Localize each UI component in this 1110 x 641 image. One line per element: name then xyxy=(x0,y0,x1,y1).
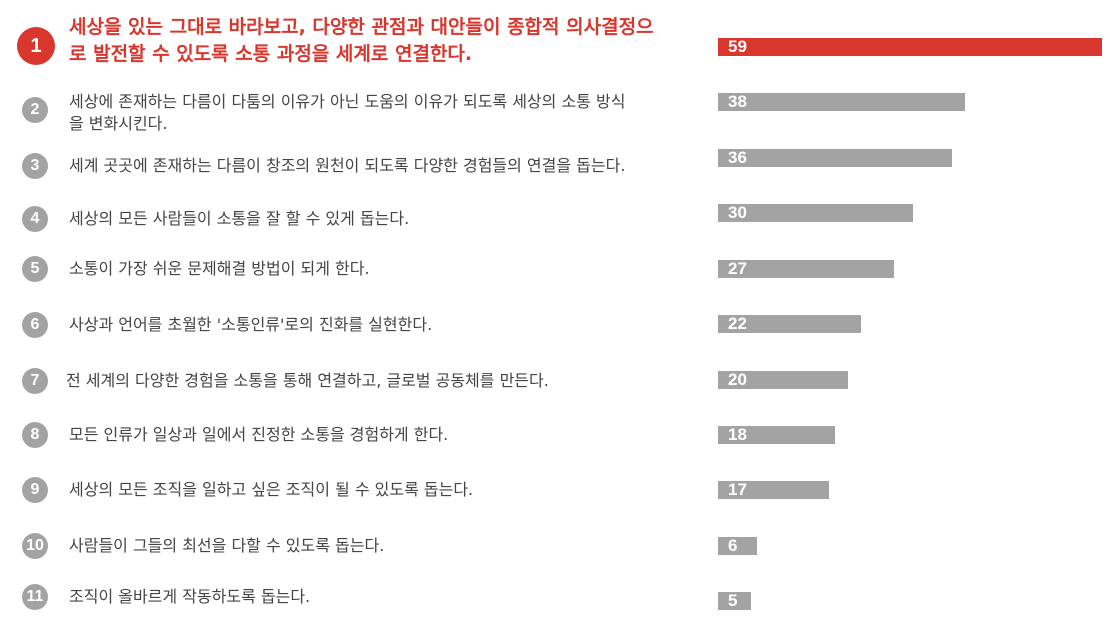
rank-badge: 5 xyxy=(22,256,48,282)
value-bar xyxy=(718,481,829,499)
value-label: 22 xyxy=(728,314,747,333)
value-bar xyxy=(718,426,835,444)
rank-badge: 11 xyxy=(22,584,48,610)
value-bar xyxy=(718,38,1102,56)
category-label: 전 세계의 다양한 경험을 소통을 통해 연결하고, 글로벌 공동체를 만든다. xyxy=(66,371,549,390)
rank-badge: 9 xyxy=(22,477,48,503)
category-label: 세상에 존재하는 다름이 다툼의 이유가 아닌 도움의 이유가 되도록 세상의 … xyxy=(69,92,626,133)
value-label: 36 xyxy=(728,148,747,167)
value-bar xyxy=(718,592,751,610)
rank-badge: 8 xyxy=(22,422,48,448)
rank-badge: 2 xyxy=(22,97,48,123)
value-label: 17 xyxy=(728,480,747,499)
value-bar xyxy=(718,371,848,389)
value-bar xyxy=(718,537,757,555)
rank-badge: 4 xyxy=(22,206,48,232)
category-label: 세상을 있는 그대로 바라보고, 다양한 관점과 대안들이 종합적 의사결정으로… xyxy=(69,16,654,65)
rank-badge: 3 xyxy=(22,153,48,179)
value-label: 6 xyxy=(728,536,738,555)
rank-badge: 10 xyxy=(22,533,48,559)
category-label: 소통이 가장 쉬운 문제해결 방법이 되게 한다. xyxy=(69,259,370,278)
value-label: 18 xyxy=(728,425,747,444)
value-label: 27 xyxy=(728,259,747,278)
value-bar xyxy=(718,93,965,111)
rank-badge: 6 xyxy=(22,312,48,338)
value-label: 20 xyxy=(728,370,747,389)
category-label: 사상과 언어를 초월한 '소통인류'로의 진화를 실현한다. xyxy=(69,315,433,334)
value-label: 38 xyxy=(728,92,747,111)
value-bar xyxy=(718,149,952,167)
rank-badge: 1 xyxy=(17,27,55,65)
value-label: 5 xyxy=(728,591,738,610)
category-label: 세상의 모든 조직을 일하고 싶은 조직이 될 수 있도록 돕는다. xyxy=(69,480,474,499)
category-label: 세계 곳곳에 존재하는 다름이 창조의 원천이 되도록 다양한 경험들의 연결을… xyxy=(69,156,626,175)
value-label: 30 xyxy=(728,203,747,222)
category-label: 조직이 올바르게 작동하도록 돕는다. xyxy=(69,587,311,606)
value-bar xyxy=(718,260,894,278)
value-label: 59 xyxy=(728,37,747,56)
category-label: 세상의 모든 사람들이 소통을 잘 할 수 있게 돕는다. xyxy=(69,209,410,228)
category-label: 사람들이 그들의 최선을 다할 수 있도록 돕는다. xyxy=(69,536,385,555)
value-bar xyxy=(718,315,861,333)
value-bar xyxy=(718,204,913,222)
category-label: 모든 인류가 일상과 일에서 진정한 소통을 경험하게 한다. xyxy=(69,425,449,444)
rank-badge: 7 xyxy=(22,368,48,394)
